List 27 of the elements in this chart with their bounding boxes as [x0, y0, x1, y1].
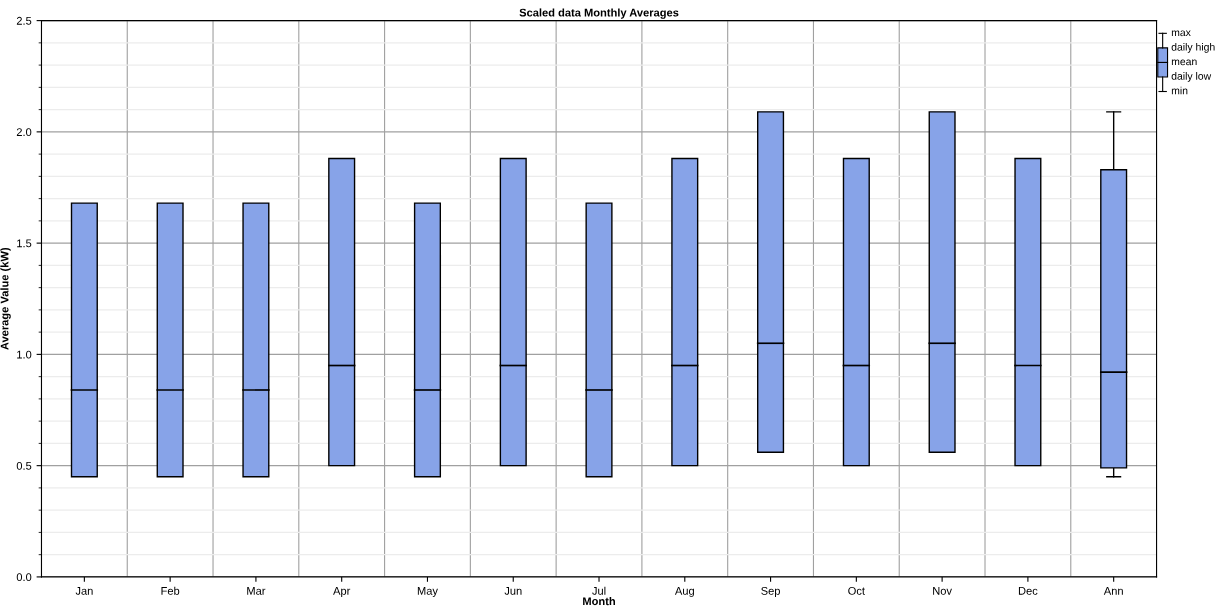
y-tick-label: 2.5	[16, 16, 32, 25]
x-axis-title: Month	[583, 596, 615, 606]
x-tick-label: Mar	[247, 587, 266, 595]
x-tick-label: Feb	[161, 586, 180, 595]
x-tick-label: Ann	[1103, 587, 1123, 595]
x-tick-label: Dec	[1018, 587, 1038, 595]
y-tick-label: 1.0	[17, 350, 32, 359]
text: mean	[1171, 59, 1197, 66]
y-axis-title: Average Value (kW)	[0, 247, 11, 350]
x-tick-label: Sep	[761, 586, 780, 597]
x-tick-label: May	[417, 587, 438, 597]
x-tick-label: Oct	[848, 586, 865, 595]
y-tick-label: 0.0	[16, 573, 32, 582]
text: max	[1171, 30, 1191, 37]
x-tick-label: Aug	[674, 587, 694, 597]
text: daily high	[1171, 43, 1215, 53]
text: min	[1171, 86, 1188, 95]
x-tick-label: Apr	[333, 587, 351, 597]
x-tick-label: Nov	[933, 587, 952, 595]
chart-title: Scaled data Monthly Averages	[519, 8, 679, 19]
x-tick-label: Jan	[75, 587, 93, 595]
y-tick-label: 0.5	[16, 461, 32, 470]
y-tick-label: 1.5	[17, 239, 32, 248]
text: daily low	[1171, 72, 1212, 82]
y-tick-label: 2.0	[16, 128, 32, 136]
x-tick-label: Jul	[592, 586, 606, 595]
x-tick-label: Jun	[504, 587, 522, 595]
